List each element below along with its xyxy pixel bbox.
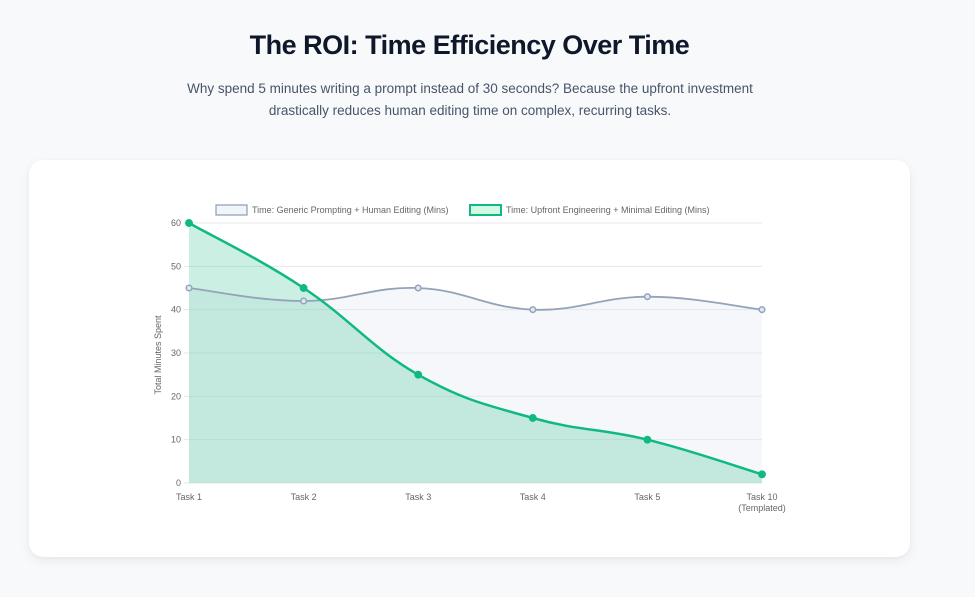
- generic-point[interactable]: [758, 306, 766, 314]
- x-tick-label: Task 3: [405, 492, 431, 502]
- generic-point[interactable]: [414, 284, 422, 292]
- x-tick-label: Task 1: [176, 492, 202, 502]
- legend-label-generic[interactable]: Time: Generic Prompting + Human Editing …: [252, 205, 448, 215]
- series-points: [185, 219, 766, 479]
- x-tick-label: Task 4: [520, 492, 546, 502]
- series-fills: [189, 223, 762, 483]
- generic-point[interactable]: [643, 293, 651, 301]
- engineered-point[interactable]: [528, 414, 537, 422]
- y-tick-label: 0: [176, 478, 181, 488]
- y-tick-label: 50: [171, 261, 181, 271]
- y-tick-label: 30: [171, 348, 181, 358]
- page-title: The ROI: Time Efficiency Over Time: [249, 30, 690, 60]
- y-tick-label: 60: [171, 218, 181, 228]
- x-tick-label: Task 5: [634, 492, 660, 502]
- engineered-point[interactable]: [643, 435, 652, 444]
- legend-swatch-generic[interactable]: [215, 204, 248, 216]
- engineered-line: [188, 221, 763, 476]
- x-tick-label: Task 10: [746, 492, 777, 502]
- x-axis-ticks: Task 1 Task 2 Task 3 Task 4 Task 5 Task 10(Te…: [176, 492, 786, 513]
- y-tick-label: 20: [171, 391, 181, 401]
- grid-lines: [184, 222, 762, 484]
- y-axis-ticks: 0 10 20 30 40 50 60: [171, 218, 181, 488]
- engineered-point[interactable]: [185, 219, 193, 227]
- y-tick-label: 10: [171, 435, 181, 445]
- x-tick-label: (Templated): [738, 503, 786, 513]
- page-subtitle: Why spend 5 minutes writing a prompt ins…: [187, 81, 753, 118]
- series-lines: [188, 221, 763, 476]
- y-tick-label: 40: [171, 305, 181, 315]
- y-axis-label: Total Minutes Spent: [153, 315, 163, 395]
- generic-line: [188, 287, 763, 311]
- legend-swatch-engineered[interactable]: [469, 204, 502, 216]
- chart-card: 0 10 20 30 40 50 60 Task 1 Task 2 Task 3 Task 4 Ta…: [29, 160, 910, 557]
- engineered-point[interactable]: [414, 370, 423, 379]
- generic-point[interactable]: [300, 297, 308, 305]
- generic-point[interactable]: [185, 284, 193, 292]
- legend-label-engineered[interactable]: Time: Upfront Engineering + Minimal Edit…: [506, 205, 710, 215]
- engineered-point[interactable]: [758, 470, 766, 479]
- engineered-point[interactable]: [299, 284, 308, 292]
- legend: Time: Generic Prompting + Human Editing …: [215, 204, 710, 216]
- generic-point[interactable]: [529, 306, 537, 314]
- engineered-area: [189, 223, 762, 483]
- x-tick-label: Task 2: [291, 492, 317, 502]
